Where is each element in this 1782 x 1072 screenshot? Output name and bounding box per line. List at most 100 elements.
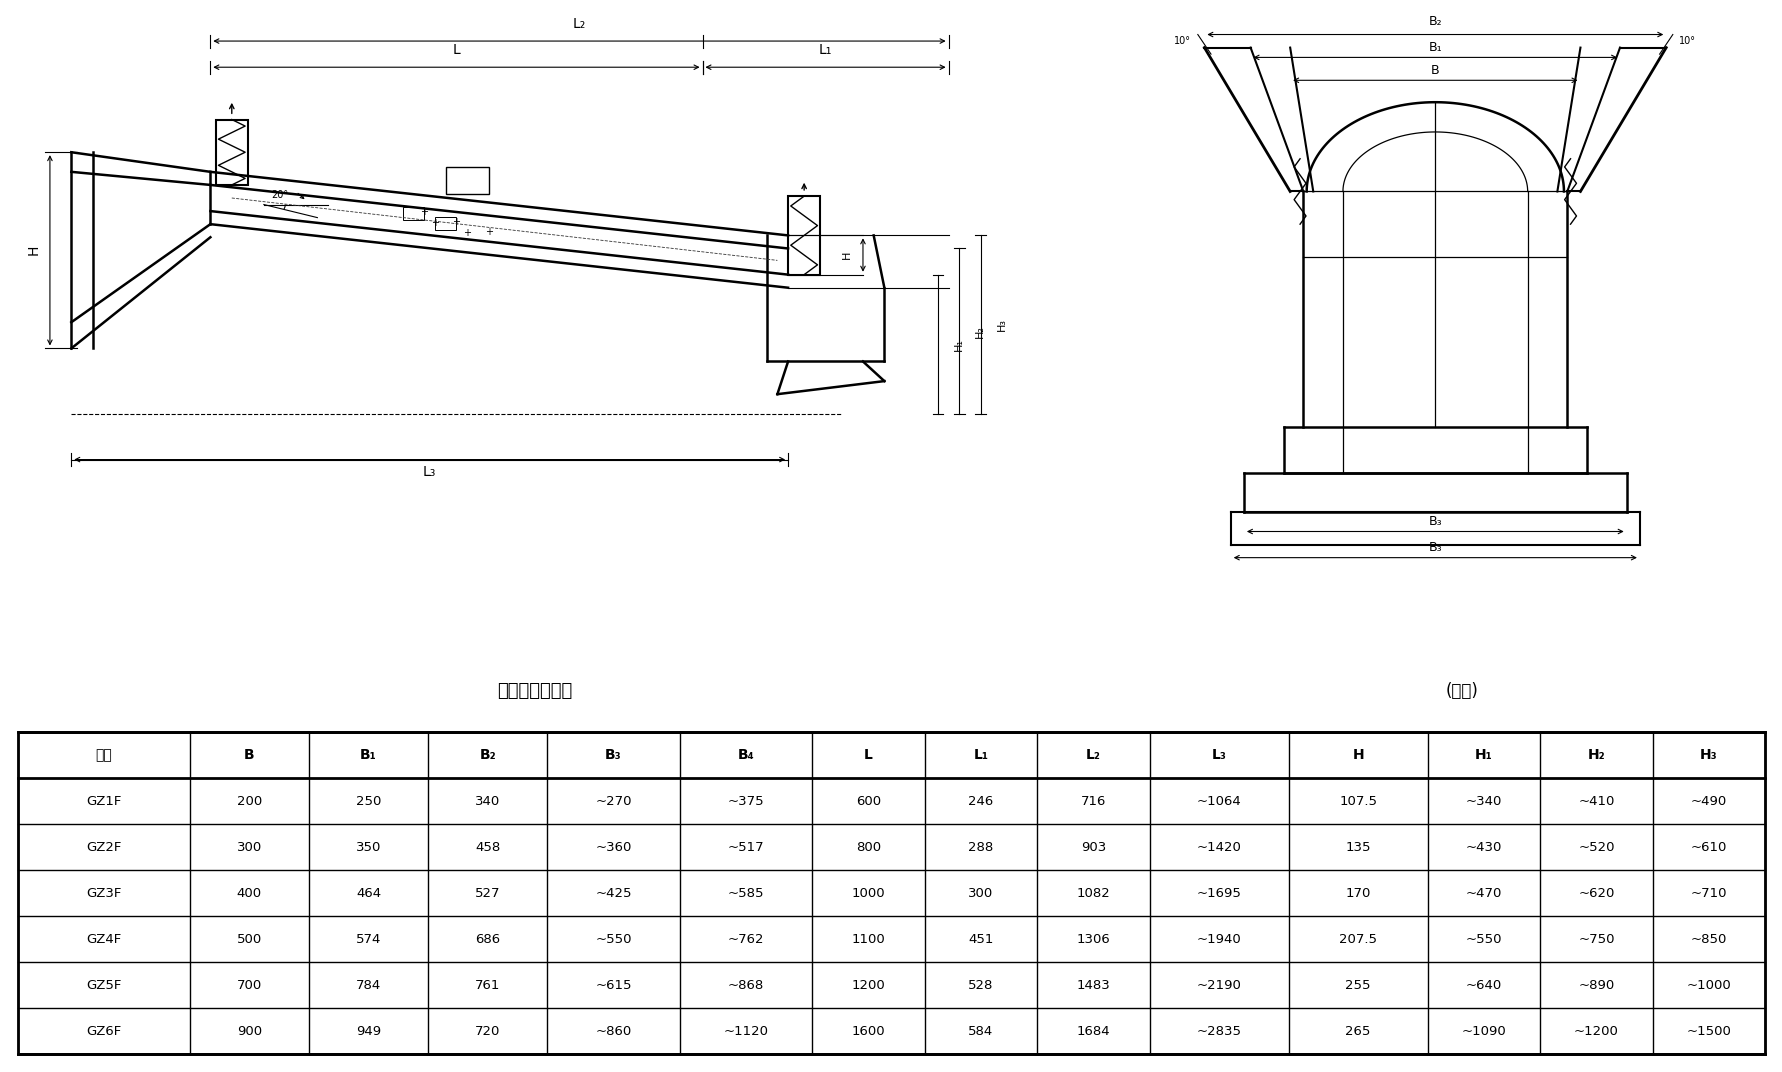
Text: L: L	[453, 43, 460, 58]
Bar	[788, 196, 820, 274]
Text: H: H	[1351, 748, 1363, 762]
Text: 527: 527	[474, 887, 501, 899]
Text: +: +	[453, 217, 460, 227]
Bar	[435, 218, 456, 230]
Text: GZ6F: GZ6F	[86, 1025, 121, 1038]
Text: 1200: 1200	[852, 979, 884, 992]
Text: ~750: ~750	[1577, 933, 1614, 946]
Text: 107.5: 107.5	[1338, 794, 1376, 807]
Text: 458: 458	[474, 840, 501, 853]
Bar	[446, 167, 488, 194]
Text: B₃: B₃	[1427, 516, 1442, 528]
Text: 686: 686	[474, 933, 501, 946]
Text: 700: 700	[237, 979, 262, 992]
Text: ~2835: ~2835	[1196, 1025, 1240, 1038]
Text: ~850: ~850	[1689, 933, 1727, 946]
Text: ~610: ~610	[1689, 840, 1727, 853]
Text: H₂: H₂	[1586, 748, 1604, 762]
Text: ~425: ~425	[595, 887, 631, 899]
Text: 1000: 1000	[852, 887, 884, 899]
Text: B₄: B₄	[738, 748, 754, 762]
Text: 200: 200	[237, 794, 262, 807]
Text: ~1120: ~1120	[723, 1025, 768, 1038]
Text: 265: 265	[1345, 1025, 1370, 1038]
Text: ~2190: ~2190	[1196, 979, 1240, 992]
Text: 207.5: 207.5	[1338, 933, 1376, 946]
Text: H₁: H₁	[1474, 748, 1492, 762]
Text: B₁: B₁	[360, 748, 376, 762]
Text: L₂: L₂	[1085, 748, 1099, 762]
Text: 封闭型外型尺寸: 封闭型外型尺寸	[497, 683, 572, 700]
Text: 170: 170	[1345, 887, 1370, 899]
Text: 1600: 1600	[852, 1025, 884, 1038]
Text: +: +	[485, 227, 492, 237]
Text: 300: 300	[968, 887, 993, 899]
Text: 246: 246	[968, 794, 993, 807]
Text: L: L	[864, 748, 871, 762]
Text: 784: 784	[356, 979, 381, 992]
Text: ~490: ~490	[1689, 794, 1727, 807]
Text: H: H	[841, 251, 852, 259]
Text: 1684: 1684	[1076, 1025, 1110, 1038]
Text: B₂: B₂	[479, 748, 495, 762]
Text: H₃: H₃	[996, 318, 1007, 331]
Text: 500: 500	[237, 933, 262, 946]
Text: 800: 800	[855, 840, 880, 853]
Text: ~520: ~520	[1577, 840, 1614, 853]
Text: ~375: ~375	[727, 794, 764, 807]
Text: ~890: ~890	[1577, 979, 1614, 992]
Text: 451: 451	[968, 933, 993, 946]
Text: 300: 300	[237, 840, 262, 853]
Text: ~340: ~340	[1465, 794, 1500, 807]
Text: 716: 716	[1080, 794, 1105, 807]
Text: L₁: L₁	[818, 43, 832, 58]
Text: B₃: B₃	[604, 748, 622, 762]
Text: 949: 949	[356, 1025, 381, 1038]
Text: B₃: B₃	[1427, 541, 1442, 554]
Text: 350: 350	[356, 840, 381, 853]
Text: 761: 761	[474, 979, 501, 992]
Text: 903: 903	[1080, 840, 1105, 853]
Text: L₃: L₃	[1212, 748, 1226, 762]
Text: GZ4F: GZ4F	[86, 933, 121, 946]
Text: 250: 250	[356, 794, 381, 807]
Text: GZ1F: GZ1F	[86, 794, 121, 807]
Text: ~360: ~360	[595, 840, 631, 853]
Text: 型号: 型号	[96, 748, 112, 762]
Text: 720: 720	[474, 1025, 501, 1038]
Text: ~1695: ~1695	[1196, 887, 1240, 899]
Text: ~585: ~585	[727, 887, 764, 899]
Text: +: +	[431, 218, 438, 227]
Text: ~1940: ~1940	[1196, 933, 1240, 946]
Text: 10°: 10°	[1174, 36, 1190, 46]
Text: 1306: 1306	[1076, 933, 1110, 946]
Text: 600: 600	[855, 794, 880, 807]
Text: ~620: ~620	[1577, 887, 1614, 899]
Text: ~710: ~710	[1689, 887, 1727, 899]
Text: ~1420: ~1420	[1196, 840, 1240, 853]
Text: 584: 584	[968, 1025, 993, 1038]
Text: ~860: ~860	[595, 1025, 631, 1038]
Text: GZ3F: GZ3F	[86, 887, 121, 899]
Text: ~470: ~470	[1465, 887, 1500, 899]
Text: B₂: B₂	[1427, 15, 1442, 28]
Text: 135: 135	[1345, 840, 1370, 853]
Text: ~1064: ~1064	[1196, 794, 1240, 807]
Text: ~868: ~868	[727, 979, 763, 992]
Text: ~615: ~615	[595, 979, 631, 992]
Text: ~1200: ~1200	[1574, 1025, 1618, 1038]
Text: H₃: H₃	[1700, 748, 1716, 762]
Text: B: B	[1431, 64, 1438, 77]
Text: ~1500: ~1500	[1686, 1025, 1730, 1038]
Text: ~1000: ~1000	[1686, 979, 1730, 992]
Text: 574: 574	[356, 933, 381, 946]
Text: ~430: ~430	[1465, 840, 1500, 853]
Text: ~550: ~550	[595, 933, 631, 946]
Bar	[403, 207, 424, 221]
Text: (毫米): (毫米)	[1445, 683, 1477, 700]
Text: ~550: ~550	[1465, 933, 1502, 946]
Text: 288: 288	[968, 840, 993, 853]
Text: 20°: 20°	[271, 190, 289, 199]
Text: L₂: L₂	[572, 17, 586, 31]
Text: ~410: ~410	[1577, 794, 1614, 807]
